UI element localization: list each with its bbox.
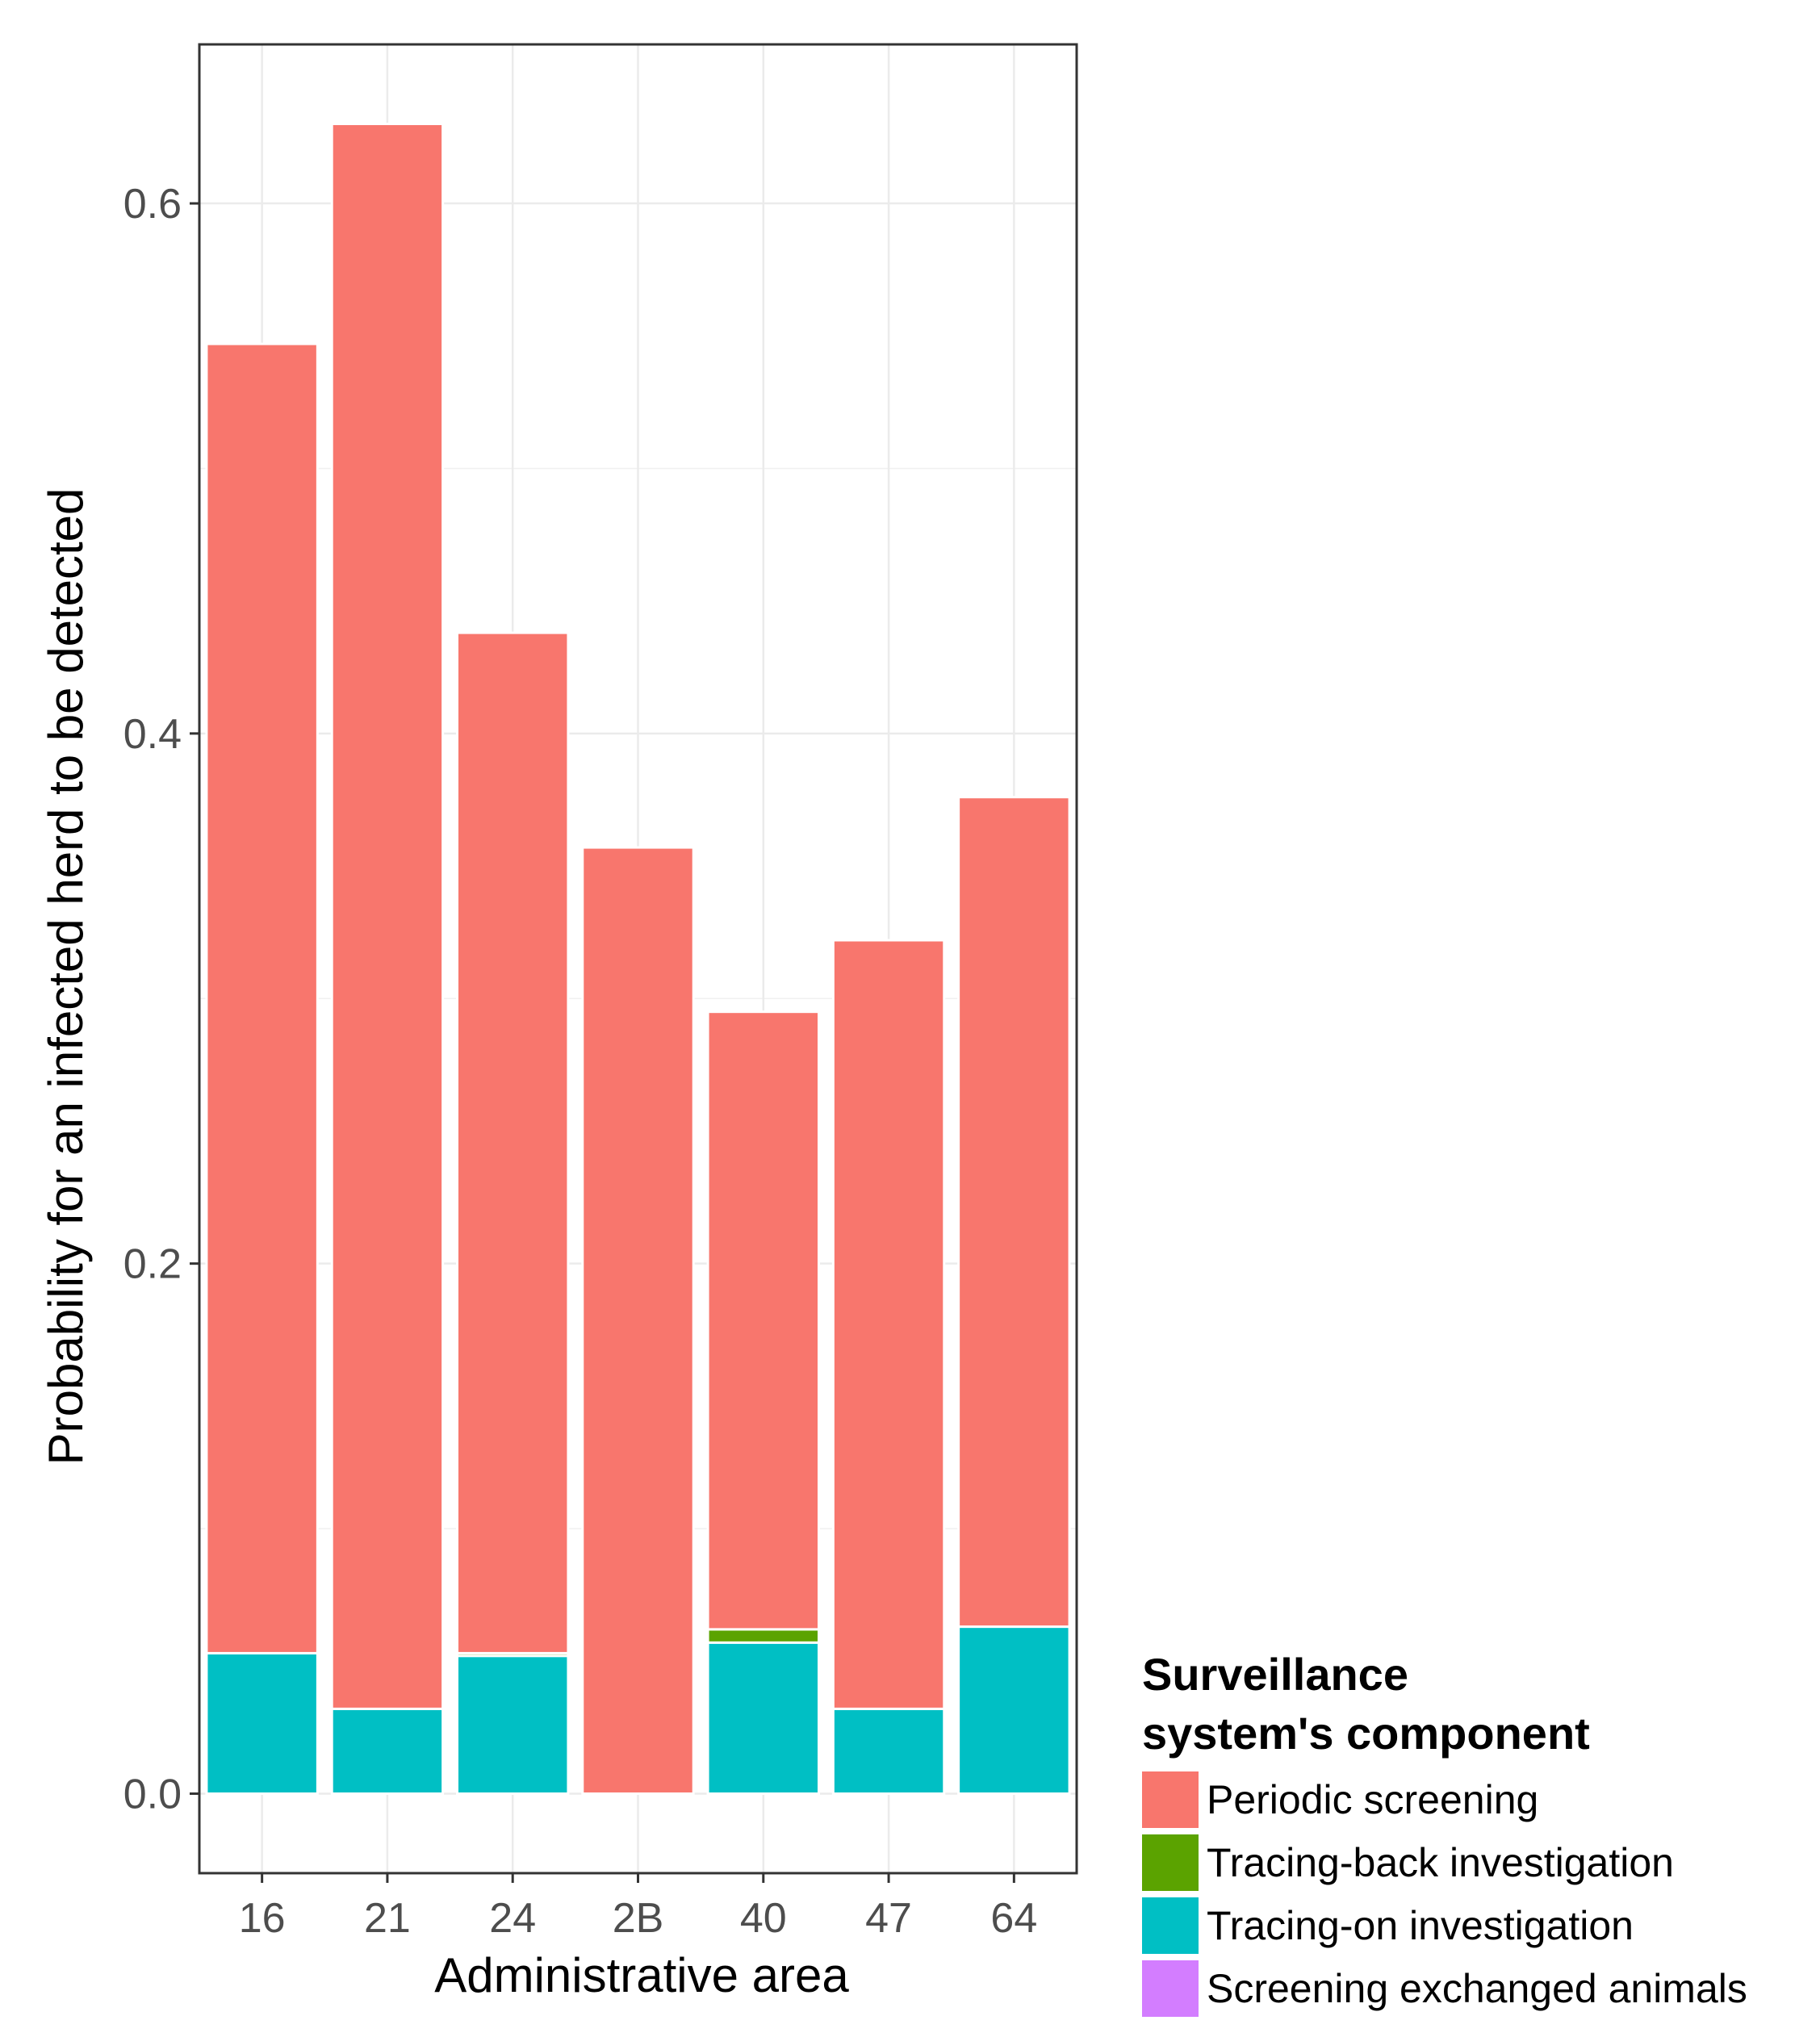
bar-segment-periodic-screening bbox=[581, 846, 695, 1795]
x-tick-label: 40 bbox=[740, 1895, 787, 1942]
x-tick-label: 47 bbox=[865, 1895, 912, 1942]
legend: Surveillance system's component Periodic… bbox=[1142, 1649, 1747, 2017]
bar-segment-periodic-screening bbox=[706, 1010, 820, 1631]
bar-stack-16 bbox=[205, 342, 319, 1795]
y-tick-label: 0.6 bbox=[123, 181, 182, 228]
legend-key bbox=[1142, 1960, 1199, 2017]
x-tick-label: 21 bbox=[364, 1895, 411, 1942]
bar-stack-47 bbox=[831, 939, 946, 1795]
bar-segment-tracing-back-investigation bbox=[706, 1628, 820, 1644]
legend-item: Tracing-back investigation bbox=[1142, 1834, 1674, 1891]
legend-item: Tracing-on investigation bbox=[1142, 1897, 1634, 1954]
x-axis-title: Administrative area bbox=[434, 1948, 849, 2002]
bar-segment-periodic-screening bbox=[330, 123, 445, 1710]
legend-label: Screening exchanged animals bbox=[1207, 1966, 1747, 2011]
legend-label: Tracing-on investigation bbox=[1207, 1903, 1634, 1948]
legend-key bbox=[1142, 1834, 1199, 1891]
bar-segment-periodic-screening bbox=[205, 342, 319, 1654]
bar-segment-periodic-screening bbox=[957, 796, 1071, 1629]
y-axis: 0.0 0.2 0.4 0.6 bbox=[123, 181, 199, 1817]
legend-key bbox=[1142, 1771, 1199, 1828]
x-tick-label: 24 bbox=[489, 1895, 536, 1942]
y-axis-title: Probability for an infected herd to be d… bbox=[39, 488, 93, 1466]
bar-segment-tracing-on-investigation bbox=[205, 1651, 319, 1795]
legend-label: Tracing-back investigation bbox=[1207, 1840, 1674, 1885]
bar-stack-21 bbox=[330, 123, 445, 1795]
x-tick-label: 64 bbox=[990, 1895, 1037, 1942]
x-tick-label: 2B bbox=[613, 1895, 664, 1942]
y-tick-label: 0.4 bbox=[123, 711, 182, 758]
legend-title-line-2: system's component bbox=[1142, 1708, 1590, 1759]
bar-stack-2b bbox=[581, 846, 695, 1795]
bar-segment-periodic-screening bbox=[831, 939, 946, 1710]
legend-item: Screening exchanged animals bbox=[1142, 1960, 1747, 2017]
legend-title-line-1: Surveillance bbox=[1142, 1649, 1408, 1700]
legend-key bbox=[1142, 1897, 1199, 1954]
bar-stack-40 bbox=[706, 1010, 820, 1795]
bar-segment-tracing-on-investigation bbox=[957, 1625, 1071, 1795]
bar-segment-tracing-on-investigation bbox=[330, 1707, 445, 1795]
bar-stack-24 bbox=[456, 631, 570, 1795]
x-axis: 16 21 24 2B 40 47 64 bbox=[239, 1873, 1037, 1942]
x-tick-label: 16 bbox=[239, 1895, 286, 1942]
y-tick-label: 0.0 bbox=[123, 1771, 182, 1817]
bar-segment-tracing-on-investigation bbox=[831, 1707, 946, 1795]
bar-segment-periodic-screening bbox=[456, 631, 570, 1654]
y-tick-label: 0.2 bbox=[123, 1241, 182, 1288]
bar-stacks bbox=[205, 123, 1071, 1795]
legend-label: Periodic screening bbox=[1207, 1777, 1538, 1822]
bar-segment-tracing-on-investigation bbox=[456, 1654, 570, 1795]
legend-items: Periodic screening Tracing-back investiga… bbox=[1142, 1771, 1747, 2017]
legend-item: Periodic screening bbox=[1142, 1771, 1538, 1828]
bar-segment-tracing-on-investigation bbox=[706, 1641, 820, 1795]
bar-stack-64 bbox=[957, 796, 1071, 1795]
